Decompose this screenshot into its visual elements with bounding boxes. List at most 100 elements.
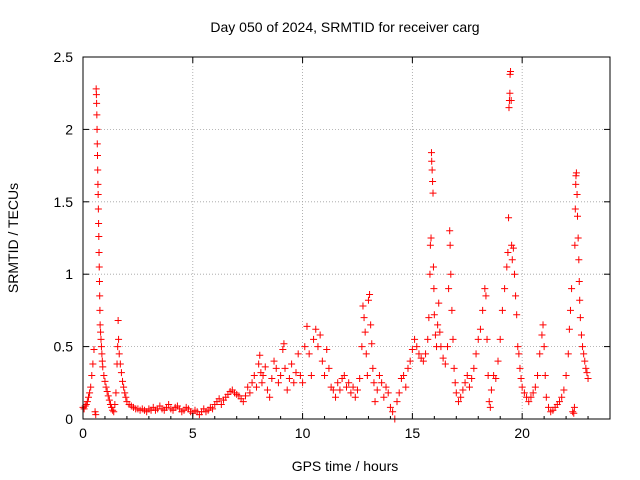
data-point [506,89,514,97]
x-tick-label: 5 [189,425,197,441]
data-point [259,372,267,380]
data-point [375,372,383,380]
data-point [558,393,566,401]
data-point [368,340,376,348]
data-point [446,227,454,235]
data-point [116,360,124,368]
y-tick-label: 1.5 [54,194,74,210]
data-point [93,151,101,159]
data-point [263,386,271,394]
data-point [96,292,104,300]
y-tick-label: 0.5 [54,339,74,355]
data-point [256,351,264,359]
data-point [400,372,408,380]
x-tick-label: 15 [405,425,421,441]
data-point [88,372,96,380]
data-point [98,350,106,358]
data-point [92,91,100,99]
data-point [430,311,438,319]
data-point [436,328,444,336]
data-point [261,363,269,371]
data-point [94,180,102,188]
x-tick-label: 10 [295,425,311,441]
data-point [353,386,361,394]
data-point [463,372,471,380]
data-point [349,383,357,391]
data-point [492,374,500,382]
data-point [364,296,372,304]
data-point [422,350,430,358]
data-point [94,191,102,199]
data-point [361,328,369,336]
data-point [268,374,276,382]
data-point [250,372,258,380]
data-point [316,331,324,339]
data-point [429,263,437,271]
data-point [280,340,288,348]
data-point [362,350,370,358]
data-point [446,241,454,249]
data-point [122,393,130,401]
data-point [382,383,390,391]
data-point [356,374,364,382]
data-point [584,374,592,382]
data-point [562,372,570,380]
data-point [94,205,102,213]
data-point [505,104,513,112]
data-point [86,389,94,397]
data-point [575,256,583,264]
data-point [84,393,92,401]
data-point [386,403,394,411]
data-point [572,169,580,177]
data-point [441,360,449,368]
data-point [529,389,537,397]
y-axis-label: SRMTID / TECUs [5,183,21,293]
data-point [329,386,337,394]
data-point [115,335,123,343]
data-point [426,241,434,249]
data-point [301,343,309,351]
data-point [215,395,223,403]
data-point [321,372,329,380]
data-point [465,383,473,391]
x-tick-label: 0 [79,425,87,441]
data-point [369,364,377,372]
data-point [279,345,287,353]
x-tick-label: 20 [514,425,530,441]
data-point [120,383,128,391]
data-point [310,335,318,343]
data-point [411,335,419,343]
data-point [428,157,436,165]
data-point [209,405,217,413]
data-points [79,67,592,423]
data-point [516,364,524,372]
data-point [450,364,458,372]
data-point [448,306,456,314]
data-point [565,325,573,333]
data-point [314,343,322,351]
data-point [487,386,495,394]
data-point [404,364,412,372]
data-point [93,111,101,119]
data-point [581,357,589,365]
data-point [93,140,101,148]
data-point [470,364,478,372]
data-point [358,343,366,351]
data-point [507,67,515,75]
data-point [99,363,107,371]
data-point [536,350,544,358]
data-point [496,335,504,343]
data-point [479,306,487,314]
data-point [504,248,512,256]
data-point [112,389,120,397]
data-point [272,364,280,372]
x-axis: 0 5 10 15 20 [79,57,589,441]
data-point [393,398,401,406]
data-point [80,405,88,413]
data-point [283,386,291,394]
data-point [274,379,282,387]
data-point [513,311,521,319]
data-point [413,343,421,351]
data-point [89,360,97,368]
